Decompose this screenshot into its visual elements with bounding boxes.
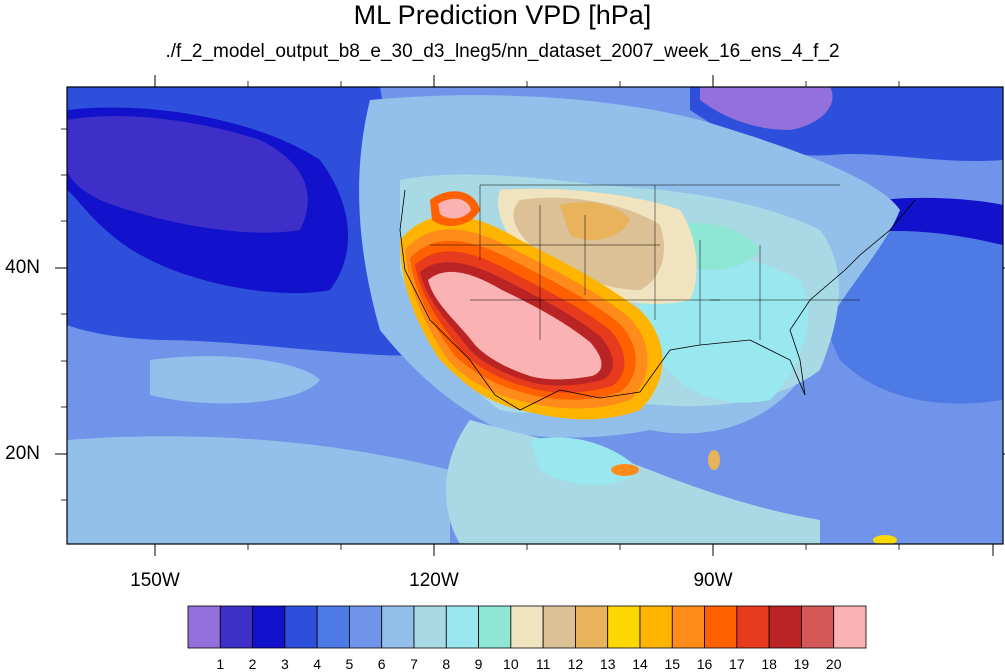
colorbar-label: 15 xyxy=(664,656,681,672)
colorbar-swatch xyxy=(187,605,221,649)
colorbar-label: 7 xyxy=(410,656,418,672)
colorbar-label: 6 xyxy=(377,656,386,672)
colorbar-label: 19 xyxy=(793,656,810,672)
colorbar-label: 18 xyxy=(761,656,777,672)
colorbar-swatch xyxy=(219,605,253,649)
colorbar-label: 4 xyxy=(313,656,322,672)
colorbar-label: 2 xyxy=(248,656,257,672)
lat-minor-ticks xyxy=(61,128,67,501)
colorbar-swatch xyxy=(833,605,867,649)
colorbar-label: 20 xyxy=(825,656,842,672)
lat-label-20n: 20N xyxy=(5,443,40,464)
colorbar-label: 13 xyxy=(599,656,616,672)
colorbar-swatch xyxy=(736,605,770,649)
lat-label-40n: 40N xyxy=(5,257,40,278)
colorbar-label: 1 xyxy=(216,656,225,672)
vpd-field xyxy=(67,87,1003,544)
colorbar-label: 17 xyxy=(729,656,745,672)
colorbar-swatch xyxy=(671,605,705,649)
lon-label-120w: 120W xyxy=(409,570,459,591)
lon-minor-ticks xyxy=(247,81,900,550)
colorbar-label: 5 xyxy=(345,656,354,672)
colorbar-swatch xyxy=(801,605,835,649)
colorbar-label: 16 xyxy=(696,656,713,672)
colorbar-swatch xyxy=(413,605,447,649)
chart-subtitle: ./f_2_model_output_b8_e_30_d3_lneg5/nn_d… xyxy=(165,41,840,62)
colorbar-swatch xyxy=(542,605,576,649)
lon-label-150w: 150W xyxy=(130,570,180,591)
colorbar-swatch xyxy=(575,605,609,649)
colorbar-label: 3 xyxy=(280,656,289,672)
colorbar-label: 14 xyxy=(632,656,648,672)
colorbar-swatch xyxy=(349,605,383,649)
colorbar-label: 11 xyxy=(535,656,551,672)
colorbar-swatch xyxy=(252,605,286,649)
lon-label-90w: 90W xyxy=(693,570,733,591)
chart-title: ML Prediction VPD [hPa] xyxy=(353,0,652,30)
colorbar-label: 8 xyxy=(442,656,451,672)
colorbar-swatch xyxy=(316,605,350,649)
colorbar-label: 12 xyxy=(567,656,584,672)
colorbar-swatch xyxy=(510,605,544,649)
colorbar-swatch xyxy=(768,605,802,649)
colorbar-swatch xyxy=(607,605,641,649)
colorbar-swatch xyxy=(704,605,738,649)
colorbar-swatch xyxy=(478,605,512,649)
colorbar-label: 10 xyxy=(503,656,519,672)
colorbar-label: 9 xyxy=(474,656,483,672)
colorbar-swatch xyxy=(381,605,415,649)
colorbar-swatch xyxy=(284,605,318,649)
colorbar-swatch xyxy=(445,605,479,649)
colorbar-swatch xyxy=(639,605,673,649)
lon-ticks xyxy=(154,75,994,556)
